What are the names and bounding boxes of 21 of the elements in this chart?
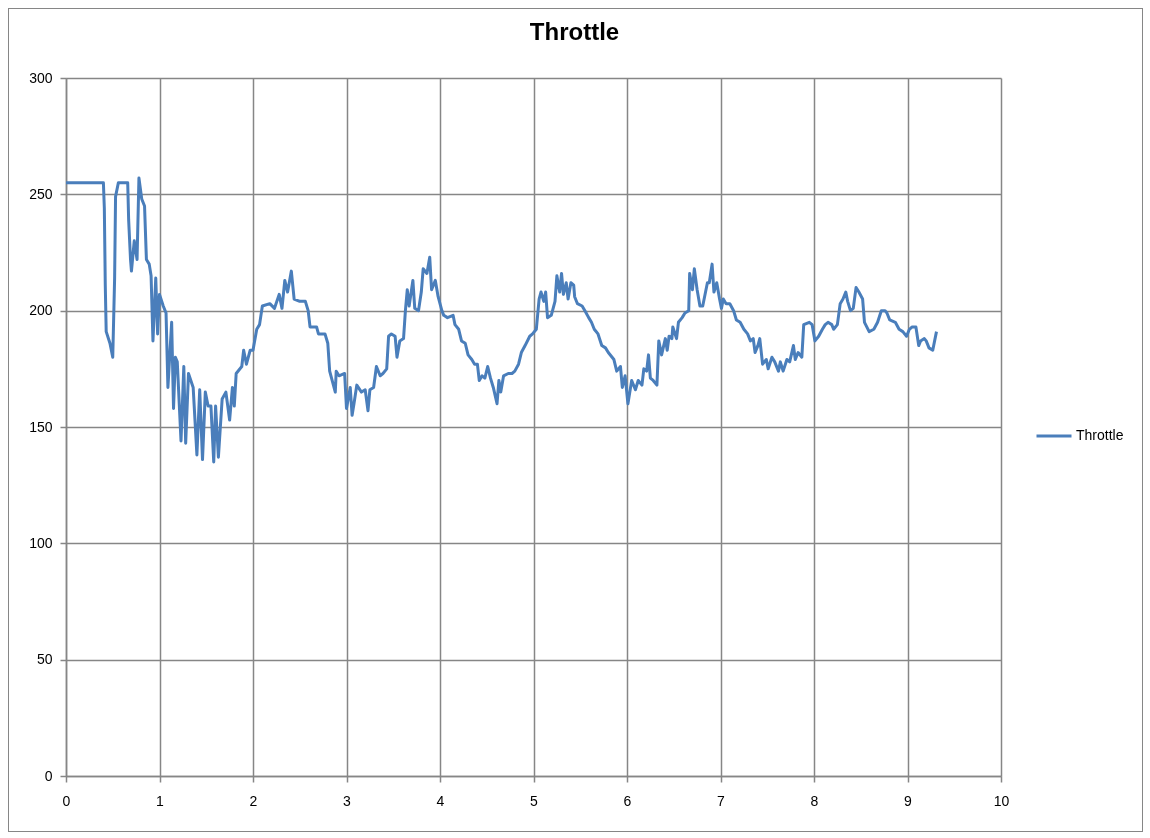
chart-title: Throttle [529,18,620,45]
y-tick-label: 50 [36,651,53,668]
y-tick-label: 200 [29,302,53,319]
x-tick-label: 4 [436,792,445,809]
y-tick-label: 250 [29,185,53,202]
x-tick-label: 1 [156,792,165,809]
y-tick-label: 100 [29,534,53,551]
y-tick-label: 0 [44,767,53,784]
x-tick-label: 3 [343,792,352,809]
y-tick-label: 300 [29,69,53,86]
y-tick-label: 150 [29,418,53,435]
legend-label: Throttle [1076,427,1124,443]
x-tick-label: 0 [62,792,71,809]
x-tick-label: 6 [623,792,632,809]
x-tick-label: 8 [810,792,819,809]
line-series [66,176,938,464]
x-tick-label: 9 [904,792,913,809]
x-tick-label: 5 [530,792,539,809]
x-tick-label: 2 [249,792,258,809]
x-tick-label: 10 [993,792,1010,809]
x-tick-label: 7 [717,792,726,809]
